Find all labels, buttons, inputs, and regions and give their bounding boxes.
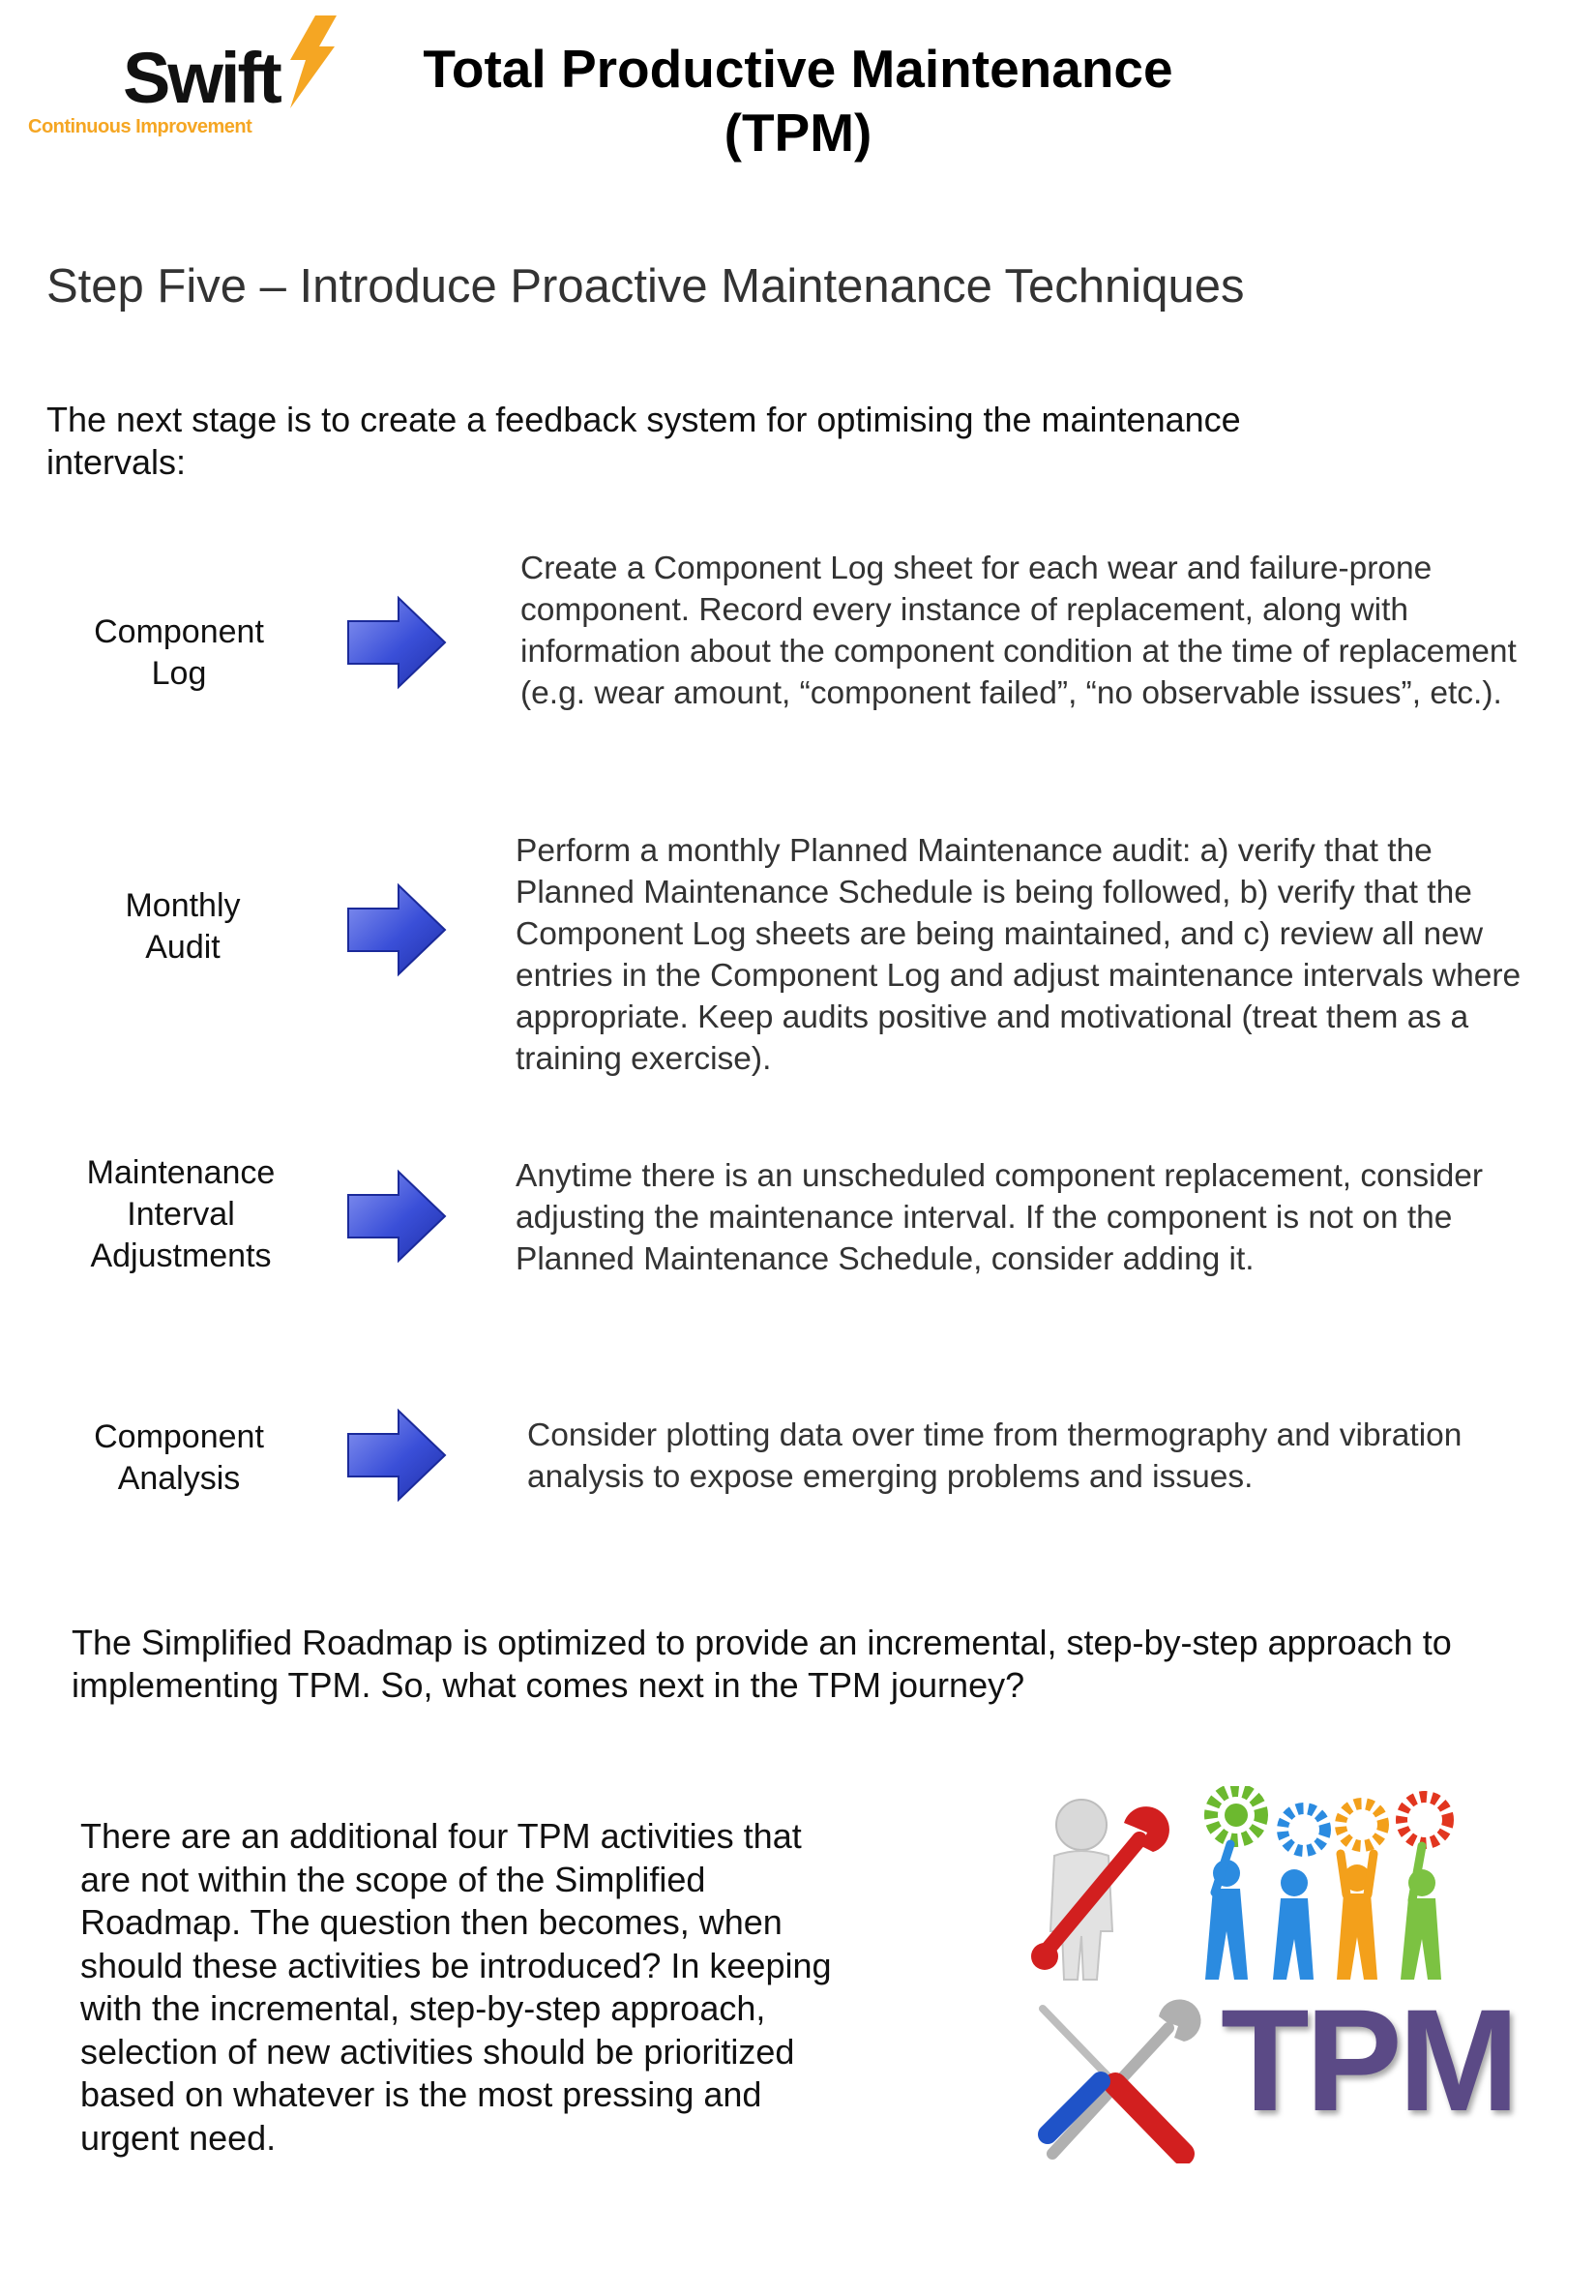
step-label-line: Component <box>94 613 264 650</box>
step-label-line: Analysis <box>117 1460 241 1497</box>
step-label-line: Maintenance <box>86 1154 276 1191</box>
screwdriver-wrench-icon <box>1038 1999 1201 2163</box>
step-description-monthly-audit: Perform a monthly Planned Maintenance au… <box>516 833 1522 1077</box>
swift-logo: Swift Continuous Improvement <box>23 14 337 149</box>
right-arrow-icon <box>347 1408 447 1503</box>
step-label-monthly-audit: Monthly Audit <box>62 885 304 969</box>
step-label-line: Adjustments <box>90 1237 272 1274</box>
step-label-component-log: Component Log <box>58 611 300 695</box>
additional-activities-paragraph: There are an additional four TPM activit… <box>80 1816 832 2158</box>
step-description-component-log: Create a Component Log sheet for each we… <box>520 551 1517 711</box>
step-description-component-analysis: Consider plotting data over time from th… <box>527 1417 1463 1495</box>
right-arrow-icon <box>347 1169 447 1264</box>
step-label-line: Audit <box>145 929 221 966</box>
intro-paragraph: The next stage is to create a feedback s… <box>46 400 1241 482</box>
step-heading: Step Five – Introduce Proactive Maintena… <box>46 260 1245 313</box>
lightning-bolt-icon <box>290 15 337 108</box>
page-title-line-2: (TPM) <box>724 103 872 163</box>
step-label-line: Monthly <box>125 887 241 924</box>
step-label-line: Interval <box>127 1196 235 1233</box>
page-title: Total Productive Maintenance (TPM) <box>387 37 1209 164</box>
step-label-component-analysis: Component Analysis <box>58 1416 300 1500</box>
step-label-maintenance-interval-adjustments: Maintenance Interval Adjustments <box>60 1152 302 1277</box>
wrench-person-icon <box>1031 1799 1169 1981</box>
tpm-illustration <box>1031 1786 1454 2163</box>
step-label-line: Log <box>151 655 207 692</box>
tpm-wordmark: TPM <box>1221 1979 1520 2141</box>
logo-word: Swift <box>123 38 282 118</box>
right-arrow-icon <box>347 882 447 977</box>
step-label-line: Component <box>94 1418 264 1455</box>
step-description-maintenance-interval-adjustments: Anytime there is an unscheduled componen… <box>516 1158 1483 1277</box>
roadmap-paragraph: The Simplified Roadmap is optimized to p… <box>72 1623 1452 1705</box>
gears-team-icon <box>1204 1786 1454 1980</box>
logo-tagline: Continuous Improvement <box>28 116 252 137</box>
right-arrow-icon <box>347 595 447 690</box>
page-title-line-1: Total Productive Maintenance <box>423 39 1173 99</box>
